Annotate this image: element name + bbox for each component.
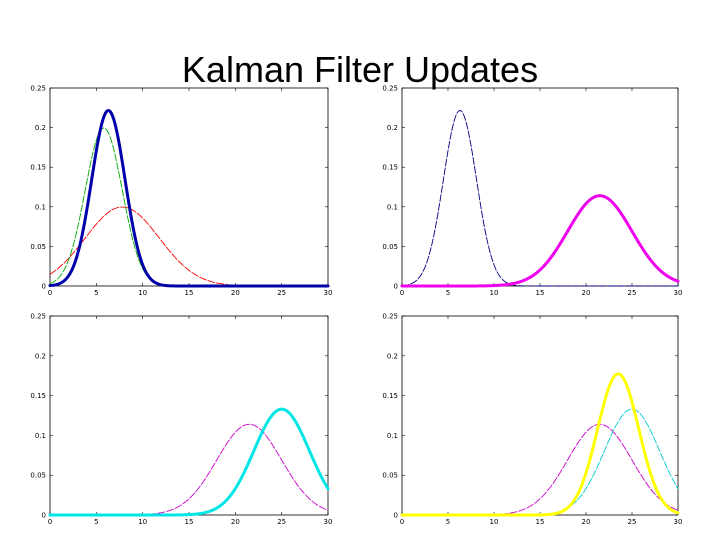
chart-bottom-left: 0 5 10 15 20 25 30 0 0.05 0.1 0.15 0.2 0.25	[30, 313, 332, 527]
y-tick-label: 0.15	[382, 164, 398, 172]
series-line-1	[49, 423, 329, 516]
x-tick-label: 10	[138, 289, 147, 297]
y-tick-label: 0.15	[30, 392, 46, 400]
axes-box	[401, 87, 679, 287]
x-tick-label: 5	[94, 289, 98, 297]
chart-top-left: 0 5 10 15 20 25 30 0 0.05 0.1 0.15 0.2 0.25	[30, 85, 332, 298]
y-tick-label: 0	[42, 283, 46, 291]
series-line-2	[49, 127, 329, 287]
y-tick-label: 0.25	[30, 85, 46, 93]
x-tick-label: 0	[48, 518, 52, 526]
x-tick-label: 30	[324, 518, 333, 526]
y-tick-label: 0.25	[30, 313, 46, 321]
x-tick-label: 25	[277, 518, 286, 526]
y-tick-label: 0.2	[387, 352, 398, 360]
y-tick-label: 0.2	[35, 352, 46, 360]
x-tick-label: 5	[446, 289, 450, 297]
series-line-1	[401, 110, 679, 287]
x-tick-label: 25	[628, 289, 637, 297]
y-tick-label: 0	[42, 512, 46, 520]
chart-bottom-right: 0 5 10 15 20 25 30 0 0.05 0.1 0.15 0.2 0.25	[382, 313, 682, 527]
x-tick-label: 30	[674, 289, 683, 297]
y-tick-label: 0.2	[35, 124, 46, 132]
y-tick-label: 0.15	[30, 164, 46, 172]
series-line-3	[400, 372, 680, 517]
x-tick-label: 5	[446, 518, 450, 526]
x-tick-label: 20	[582, 518, 591, 526]
y-tick-label: 0.05	[30, 243, 46, 251]
y-tick-label: 0	[394, 283, 398, 291]
x-tick-label: 5	[94, 518, 98, 526]
x-tick-label: 25	[628, 518, 637, 526]
y-tick-label: 0.1	[35, 203, 46, 211]
series-line-1	[401, 423, 679, 516]
x-tick-label: 15	[185, 518, 194, 526]
series-line-1	[49, 206, 329, 287]
x-tick-label: 25	[277, 289, 286, 297]
x-tick-label: 20	[231, 518, 240, 526]
x-tick-label: 10	[138, 518, 147, 526]
x-tick-label: 10	[490, 289, 499, 297]
y-tick-label: 0.05	[382, 472, 398, 480]
y-tick-label: 0.05	[30, 472, 46, 480]
x-tick-label: 10	[490, 518, 499, 526]
axes-box	[49, 315, 329, 516]
x-tick-label: 0	[48, 289, 52, 297]
y-tick-label: 0.25	[382, 313, 398, 321]
x-tick-label: 0	[400, 518, 404, 526]
chart-top-right: 0 5 10 15 20 25 30 0 0.05 0.1 0.15 0.2 0.25	[382, 85, 682, 298]
x-tick-label: 15	[536, 518, 545, 526]
y-tick-label: 0.1	[387, 432, 398, 440]
series-line-2	[400, 194, 680, 288]
x-tick-label: 15	[536, 289, 545, 297]
series-line-2	[48, 407, 330, 517]
y-tick-label: 0.2	[387, 124, 398, 132]
x-tick-label: 0	[400, 289, 404, 297]
y-tick-label: 0.1	[35, 432, 46, 440]
slide-title: Kalman Filter Updates	[181, 49, 539, 90]
y-tick-label: 0.15	[382, 392, 398, 400]
x-tick-label: 20	[231, 289, 240, 297]
y-tick-label: 0	[394, 512, 398, 520]
x-tick-label: 20	[582, 289, 591, 297]
x-tick-label: 15	[185, 289, 194, 297]
x-tick-label: 30	[324, 289, 333, 297]
series-line-3	[48, 109, 330, 288]
y-tick-label: 0.25	[382, 85, 398, 93]
x-tick-label: 30	[674, 518, 683, 526]
y-tick-label: 0.05	[382, 243, 398, 251]
y-tick-label: 0.1	[387, 203, 398, 211]
